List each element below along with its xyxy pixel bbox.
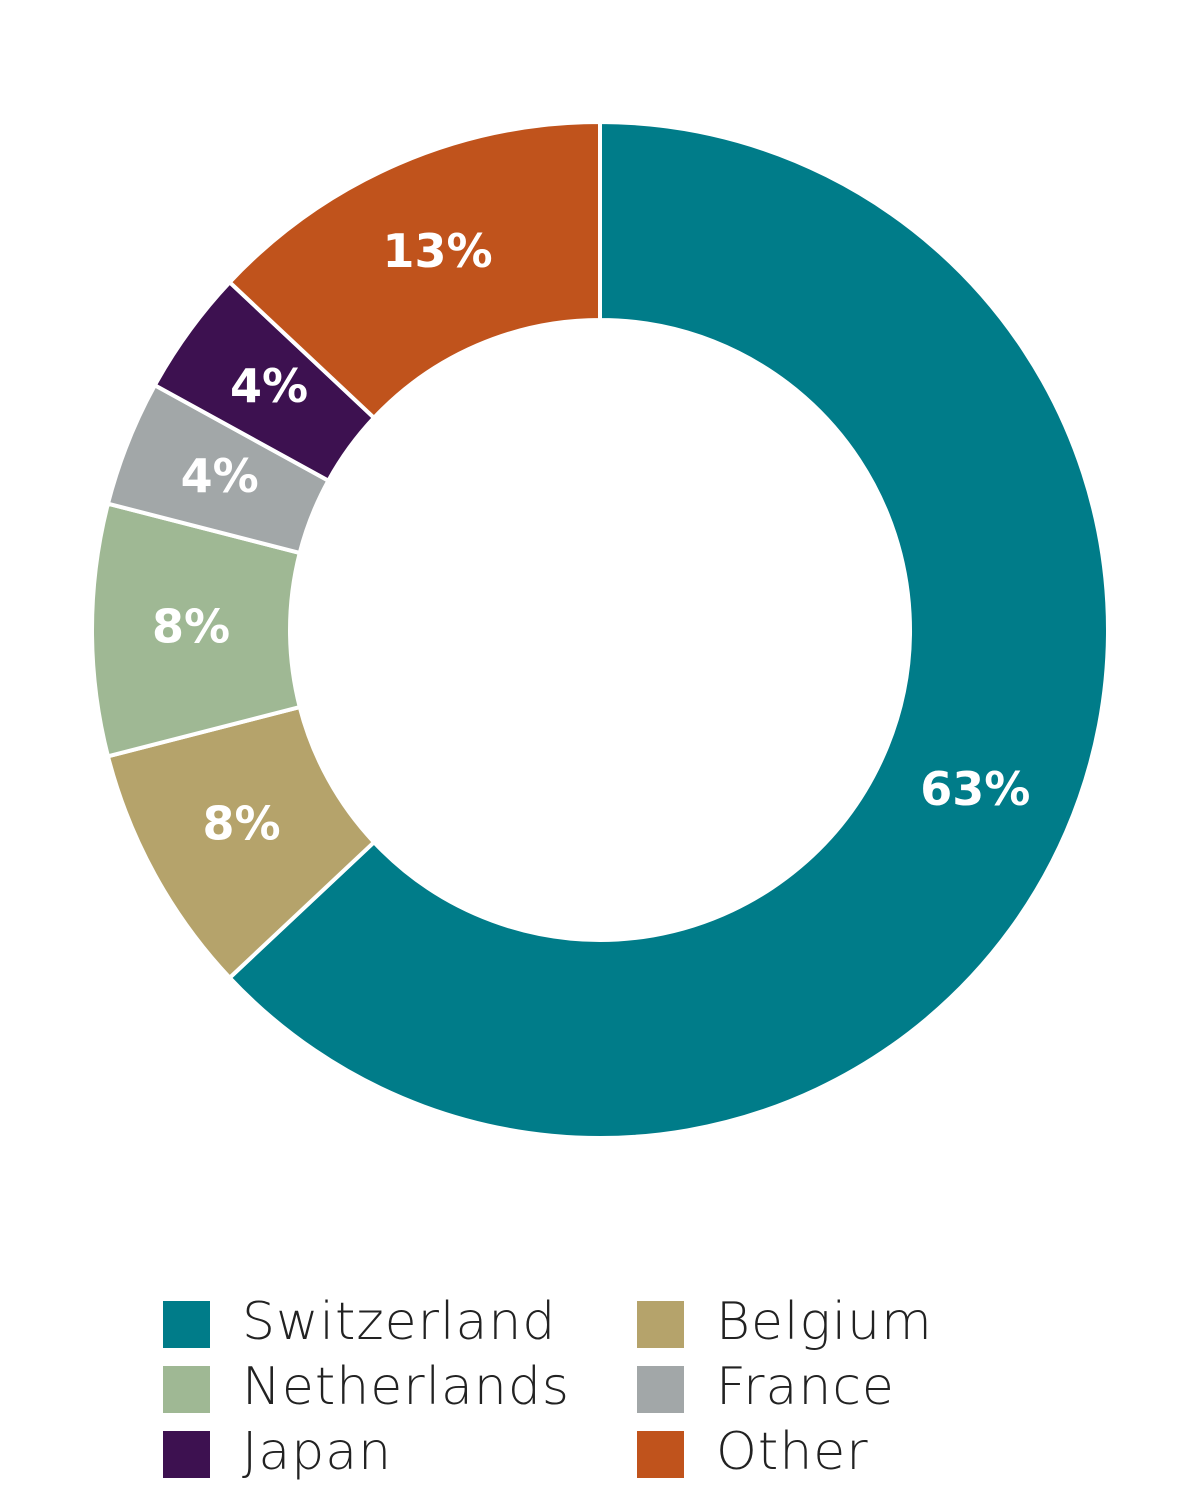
slice xyxy=(226,119,1110,1140)
legend-swatch xyxy=(637,1301,684,1348)
legend-swatch xyxy=(163,1366,210,1413)
legend-swatch xyxy=(163,1301,210,1348)
value-label: 4% xyxy=(230,359,308,413)
value-label: 63% xyxy=(920,762,1030,816)
legend-label: Belgium xyxy=(716,1292,933,1352)
legend-label: France xyxy=(716,1357,895,1417)
legend-label: Netherlands xyxy=(242,1357,570,1417)
legend-swatch xyxy=(637,1366,684,1413)
value-label: 13% xyxy=(383,224,493,278)
value-label: 4% xyxy=(181,449,259,503)
value-label: 8% xyxy=(152,600,230,654)
legend-swatch xyxy=(637,1431,684,1478)
value-label: 8% xyxy=(203,797,281,851)
legend-label: Other xyxy=(716,1422,869,1482)
legend-label: Switzerland xyxy=(242,1292,556,1352)
legend-swatch xyxy=(163,1431,210,1478)
legend-label: Japan xyxy=(242,1422,392,1482)
slice xyxy=(226,119,602,421)
